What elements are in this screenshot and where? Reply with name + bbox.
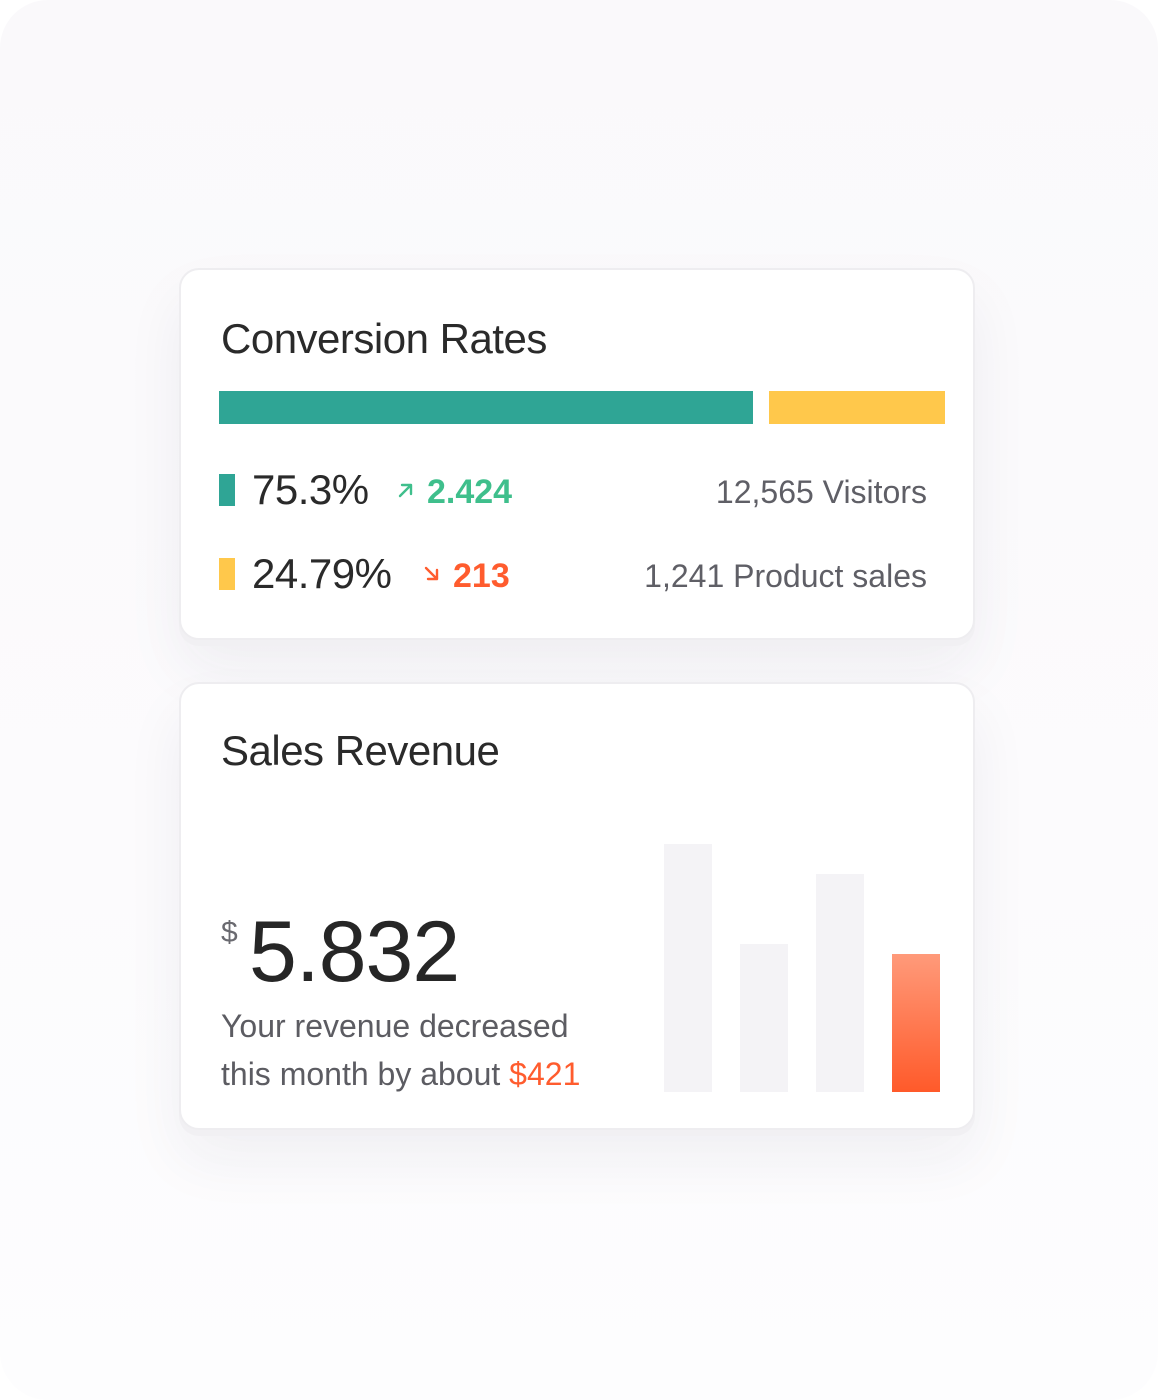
revenue-note: Your revenue decreased this month by abo… [221,1002,641,1098]
revenue-value: 5.832 [249,904,460,1000]
conversion-split-bar [219,391,945,424]
revenue-bar-4 [892,954,940,1092]
visitors-count: 12,565 Visitors [715,474,927,510]
revenue-note-line2: this month by about [221,1056,501,1092]
revenue-bar-3 [816,874,864,1092]
visitors-delta: 2.424 [395,474,512,510]
product-sales-count: 1,241 Product sales [644,558,927,594]
visitors-delta-value: 2.424 [427,473,513,511]
revenue-bar-2 [740,944,788,1092]
arrow-up-right-icon [395,479,417,501]
conversion-rates-card: Conversion Rates 75.3% 2.424 12,565 Visi… [179,268,975,640]
product-sales-delta: 213 [421,558,510,594]
split-segment-product-sales [769,391,945,424]
visitors-percent: 75.3% [252,466,369,513]
sales-revenue-title: Sales Revenue [221,727,500,774]
sales-revenue-card: Sales Revenue $ 5.832 Your revenue decre… [179,682,975,1130]
visitors-swatch [219,474,235,506]
product-sales-row: 24.79% 213 1,241 Product sales [219,549,927,599]
split-segment-visitors [219,391,753,424]
product-sales-percent: 24.79% [252,550,392,597]
arrow-down-right-icon [421,563,443,585]
revenue-note-line1: Your revenue decreased [221,1008,569,1044]
revenue-decrease-amount: $421 [509,1056,581,1092]
product-sales-swatch [219,558,235,590]
product-sales-delta-value: 213 [453,557,510,595]
visitors-row: 75.3% 2.424 12,565 Visitors [219,465,927,515]
conversion-rates-title: Conversion Rates [221,315,547,362]
revenue-bar-chart [664,844,940,1092]
currency-symbol: $ [221,916,238,949]
revenue-bar-1 [664,844,712,1092]
